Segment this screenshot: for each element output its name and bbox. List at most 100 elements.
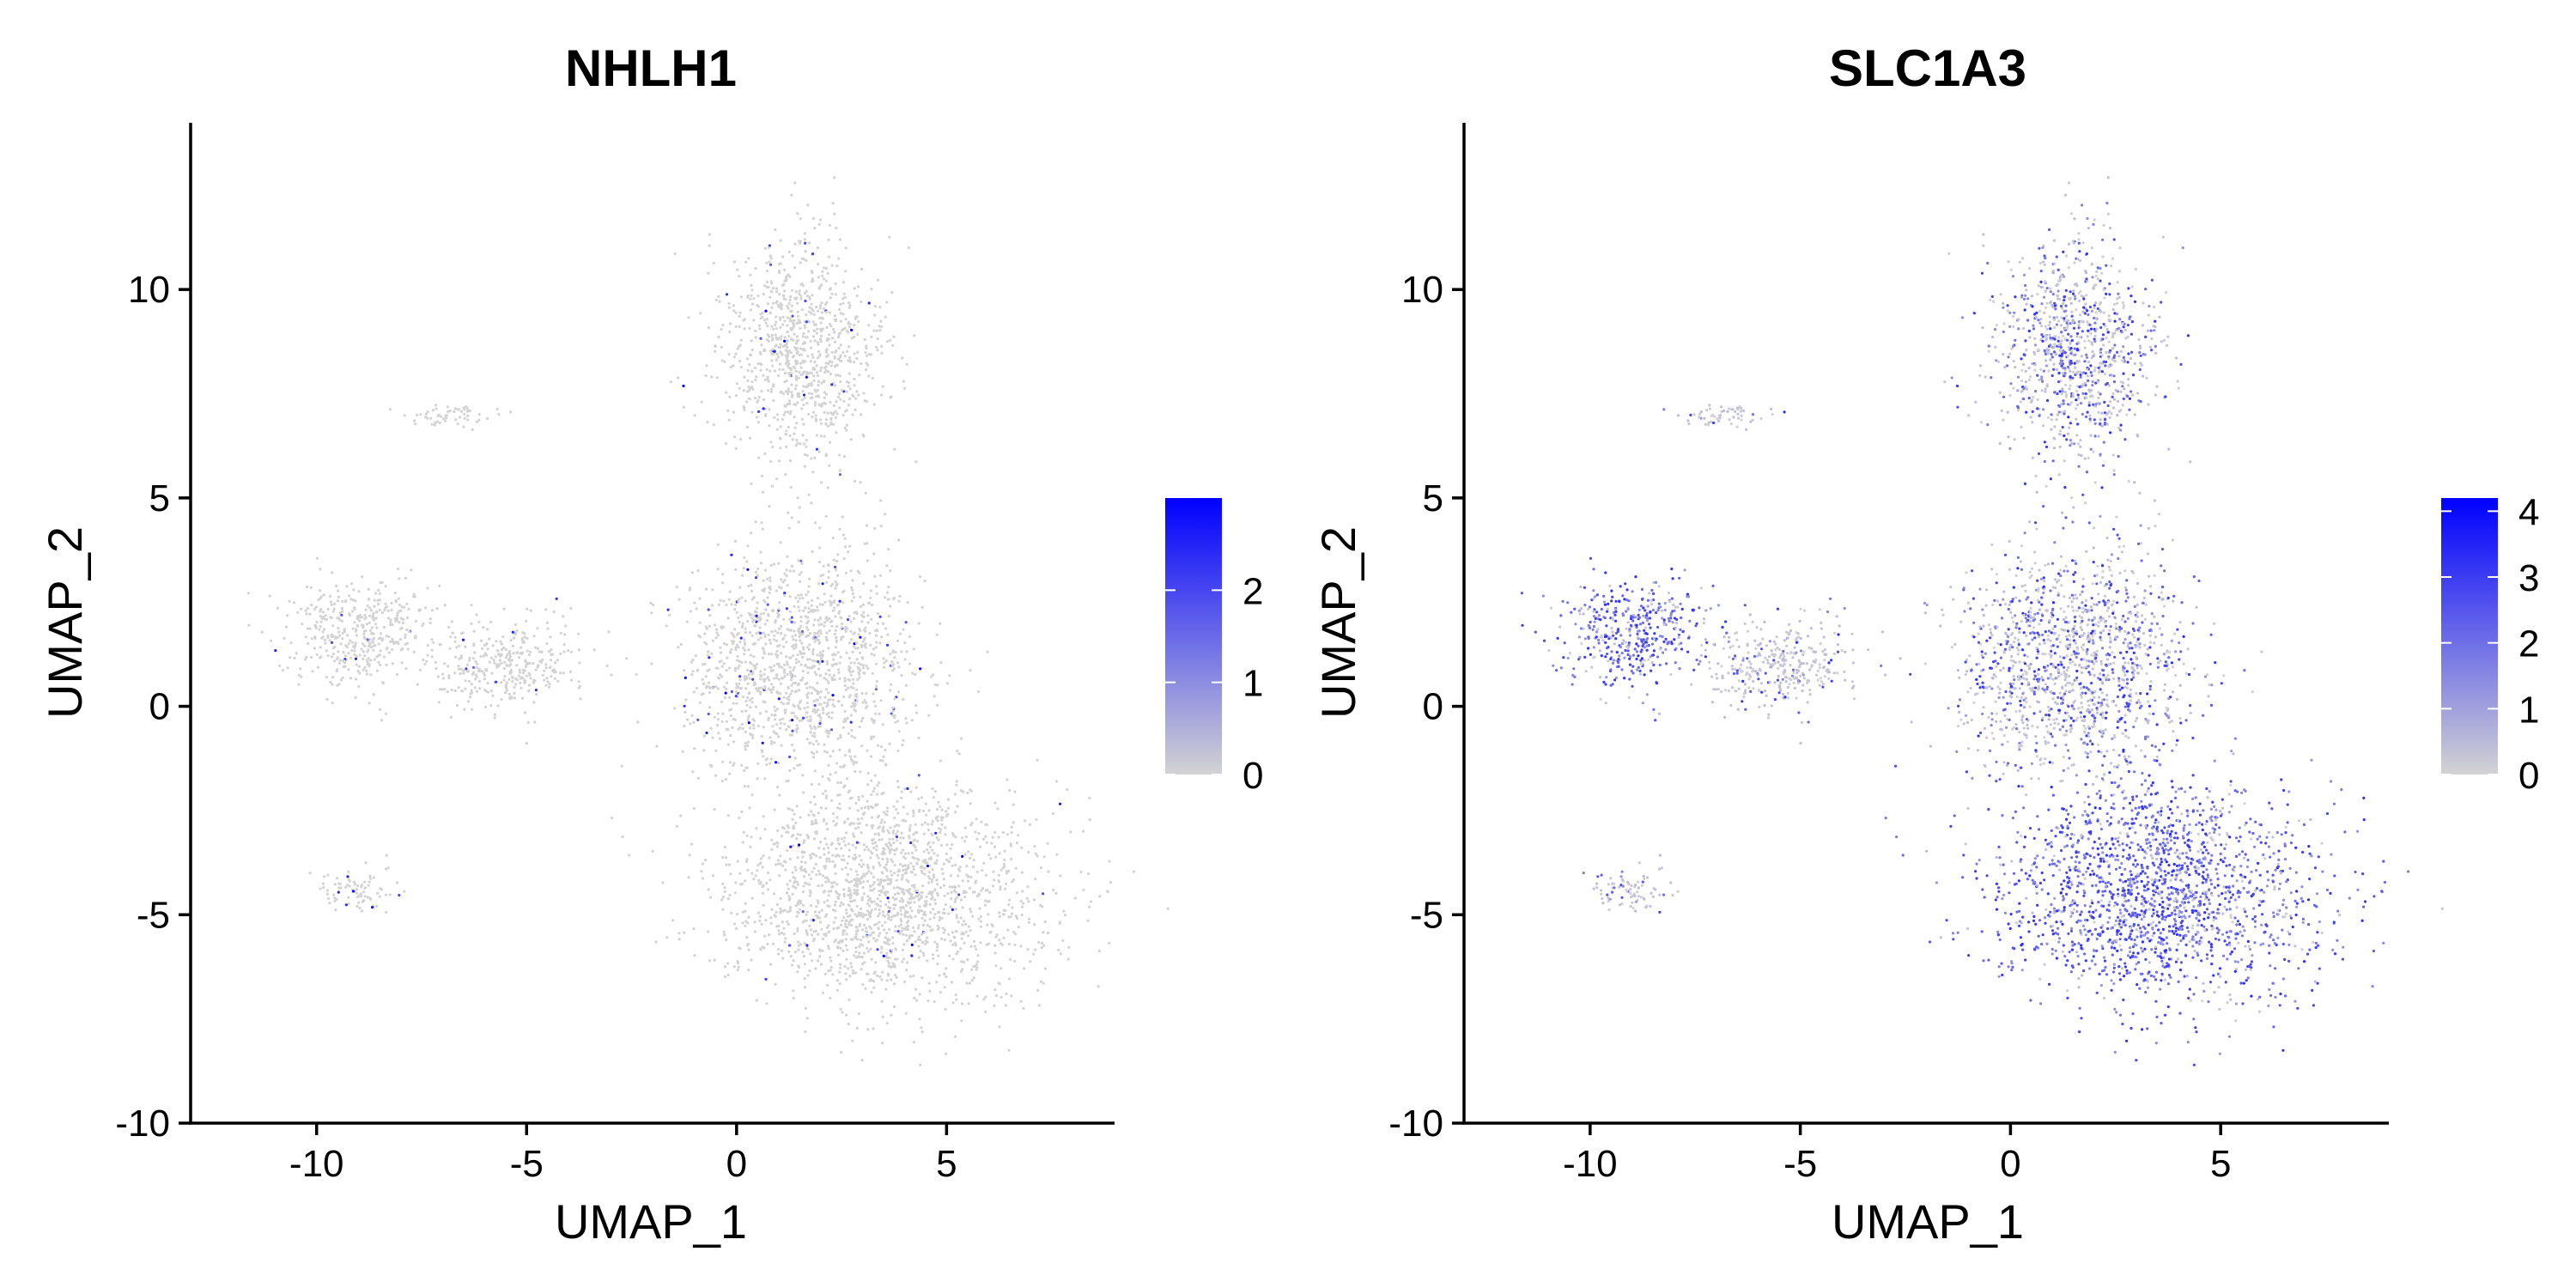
- scatter-point: [736, 960, 739, 963]
- scatter-point: [744, 675, 747, 678]
- scatter-point: [329, 680, 332, 684]
- scatter-point: [944, 902, 947, 907]
- scatter-point: [728, 322, 732, 325]
- scatter-point: [819, 327, 823, 331]
- scatter-point: [762, 589, 766, 593]
- scatter-point: [379, 708, 382, 711]
- scatter-point: [794, 646, 798, 649]
- scatter-point: [898, 887, 902, 890]
- scatter-point: [341, 631, 344, 635]
- scatter-point: [940, 867, 944, 871]
- scatter-point: [679, 814, 683, 817]
- scatter-point: [701, 862, 705, 866]
- scatter-point: [817, 276, 820, 279]
- scatter-point: [781, 909, 785, 913]
- scatter-point: [990, 841, 993, 845]
- scatter-point: [805, 834, 809, 837]
- scatter-point: [841, 919, 844, 922]
- scatter-point: [997, 981, 1000, 985]
- scatter-point: [469, 696, 472, 699]
- scatter-point: [751, 736, 755, 739]
- scatter-point: [918, 575, 922, 579]
- scatter-point: [888, 927, 891, 931]
- scatter-point: [361, 616, 364, 619]
- scatter-point: [883, 852, 886, 856]
- scatter-point: [815, 306, 818, 309]
- scatter-point: [577, 680, 580, 683]
- scatter-point: [875, 684, 878, 688]
- scatter-point: [802, 403, 805, 407]
- scatter-point: [831, 703, 835, 707]
- scatter-point: [801, 342, 805, 345]
- scatter-point: [793, 332, 796, 336]
- scatter-point: [998, 939, 1001, 942]
- scatter-point: [887, 962, 890, 965]
- scatter-point: [843, 295, 848, 299]
- scatter-point: [735, 611, 738, 614]
- scatter-point: [832, 404, 836, 408]
- scatter-point: [854, 408, 857, 411]
- scatter-point: [984, 835, 987, 838]
- scatter-point: [521, 641, 525, 644]
- scatter-point: [897, 690, 901, 694]
- scatter-point: [821, 603, 824, 606]
- scatter-point: [1004, 887, 1007, 890]
- scatter-point: [796, 883, 800, 886]
- scatter-point: [902, 836, 905, 840]
- scatter-point: [773, 416, 776, 419]
- scatter-point: [404, 576, 407, 580]
- scatter-point: [793, 426, 797, 429]
- scatter-point: [744, 744, 747, 749]
- scatter-point: [933, 916, 936, 920]
- scatter-point: [711, 874, 715, 878]
- scatter-point: [846, 817, 850, 821]
- scatter-point: [794, 378, 799, 381]
- scatter-point: [863, 337, 866, 341]
- scatter-point: [876, 784, 879, 787]
- scatter-point: [799, 593, 803, 597]
- scatter-point: [331, 610, 335, 613]
- scatter-point: [357, 590, 361, 593]
- scatter-point: [798, 597, 802, 600]
- scatter-point: [788, 317, 792, 320]
- scatter-point: [942, 878, 945, 881]
- scatter-point: [854, 846, 858, 849]
- scatter-point: [915, 831, 919, 835]
- scatter-point: [741, 841, 744, 844]
- scatter-point: [1033, 845, 1036, 848]
- scatter-point: [788, 807, 792, 811]
- scatter-point: [776, 829, 780, 833]
- scatter-point: [932, 841, 935, 845]
- scatter-point: [969, 802, 972, 805]
- scatter-point: [848, 544, 852, 548]
- scatter-point: [979, 845, 982, 848]
- scatter-point: [1042, 931, 1045, 934]
- scatter-point: [792, 569, 795, 573]
- scatter-point: [858, 822, 861, 825]
- scatter-point: [1021, 890, 1024, 893]
- scatter-point: [661, 881, 665, 884]
- scatter-point: [969, 823, 973, 827]
- scatter-point: [890, 1013, 893, 1017]
- scatter-point: [817, 641, 821, 645]
- scatter-point: [866, 621, 870, 624]
- scatter-point: [755, 827, 758, 830]
- scatter-point: [913, 334, 916, 337]
- scatter-point: [907, 864, 910, 867]
- scatter-point: [380, 611, 384, 615]
- scatter-point: [806, 355, 810, 358]
- scatter-point: [650, 611, 653, 615]
- scatter-point: [825, 750, 829, 754]
- scatter-point: [825, 348, 829, 351]
- scatter-point: [774, 653, 778, 656]
- scatter-point: [859, 943, 862, 946]
- scatter-point: [816, 609, 819, 612]
- scatter-point: [855, 926, 859, 929]
- scatter-point: [957, 752, 961, 756]
- scatter-point: [756, 574, 759, 578]
- scatter-point: [1058, 920, 1061, 924]
- scatter-point: [866, 895, 870, 898]
- scatter-point: [962, 891, 965, 895]
- scatter-point: [739, 883, 743, 886]
- scatter-point: [914, 460, 918, 464]
